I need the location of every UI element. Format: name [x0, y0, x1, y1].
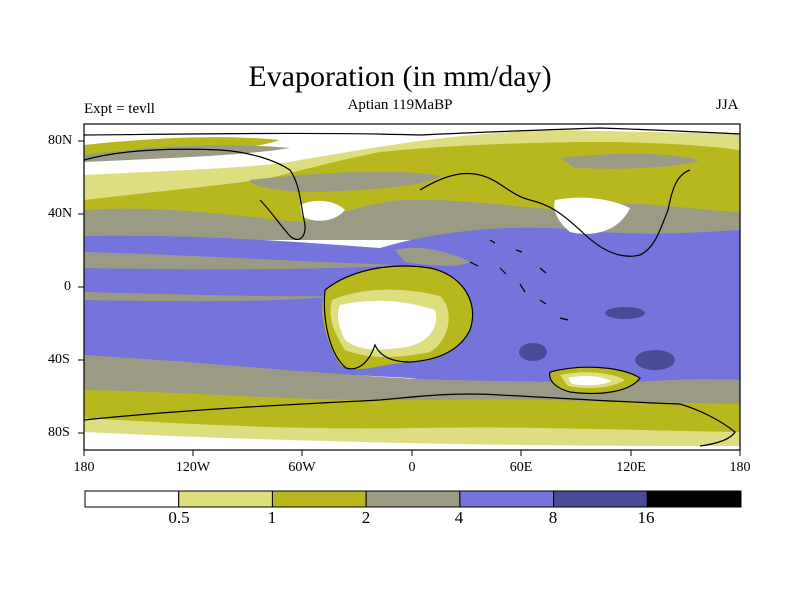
colorbar-box-0: [84, 490, 180, 508]
colorbar-box-1: [178, 490, 273, 508]
lat-tick-40s: 40S: [48, 352, 70, 367]
colorbar-box-2: [271, 490, 367, 508]
field-north-grey-3: [560, 153, 700, 169]
coast-north-america: [84, 148, 306, 240]
field-australia-white: [568, 375, 612, 386]
lon-tick-0: 0: [408, 460, 416, 475]
field-white-patch-2: [554, 197, 630, 234]
coastlines: [84, 127, 740, 447]
map-field: [84, 124, 740, 450]
field-white-patch-1: [300, 200, 345, 221]
colorbar-label-0-5: 0.5: [168, 508, 190, 527]
lon-tick-180w: 180: [73, 460, 95, 475]
coast-antarctica: [84, 393, 736, 447]
coast-australia: [549, 366, 641, 395]
map-title: Evaporation (in mm/day): [248, 60, 552, 93]
colorbar-label-8: 8: [548, 508, 558, 527]
axis-ticks: [78, 140, 741, 456]
lat-tick-80n: 80N: [48, 133, 73, 148]
colorbar-label-2: 2: [361, 508, 371, 527]
coast-africa-samerica: [323, 265, 474, 370]
colorbar-box-5: [553, 490, 648, 508]
experiment-label: Expt = tevll: [84, 101, 155, 117]
map-subtitle: Aptian 119MaBP: [347, 97, 453, 113]
field-tropics-grey-1: [84, 252, 400, 270]
field-south-white: [84, 432, 740, 450]
colorbar-box-6: [646, 490, 742, 508]
colorbar-box-4: [459, 490, 555, 508]
season-label: JJA: [716, 97, 739, 113]
lon-tick-120w: 120W: [175, 460, 211, 475]
colorbar: [84, 490, 742, 508]
lon-tick-60w: 60W: [288, 460, 316, 475]
lat-tick-40n: 40N: [48, 206, 73, 221]
lat-tick-0: 0: [64, 279, 71, 294]
field-dark-patch-1: [605, 307, 645, 319]
coast-north-shore: [84, 127, 740, 136]
colorbar-boxes: [84, 490, 742, 508]
lon-tick-120e: 120E: [616, 460, 646, 475]
lon-tick-60e: 60E: [509, 460, 533, 475]
colorbar-label-1: 1: [267, 508, 277, 527]
lat-tick-80s: 80S: [48, 425, 70, 440]
colorbar-label-4: 4: [454, 508, 464, 527]
field-north-grey-arctic: [84, 145, 290, 162]
colorbar-label-16: 16: [637, 508, 655, 527]
colorbar-box-3: [365, 490, 461, 508]
field-south-continent-white: [337, 300, 437, 350]
field-equatorial-grey: [395, 247, 470, 266]
coast-eurasia: [419, 169, 691, 257]
field-tropics-grey-2: [84, 292, 340, 302]
coast-islands: [469, 239, 569, 321]
field-dark-patch-2: [519, 343, 547, 361]
field-dark-patch-3: [635, 350, 675, 370]
lon-tick-180e: 180: [729, 460, 751, 475]
